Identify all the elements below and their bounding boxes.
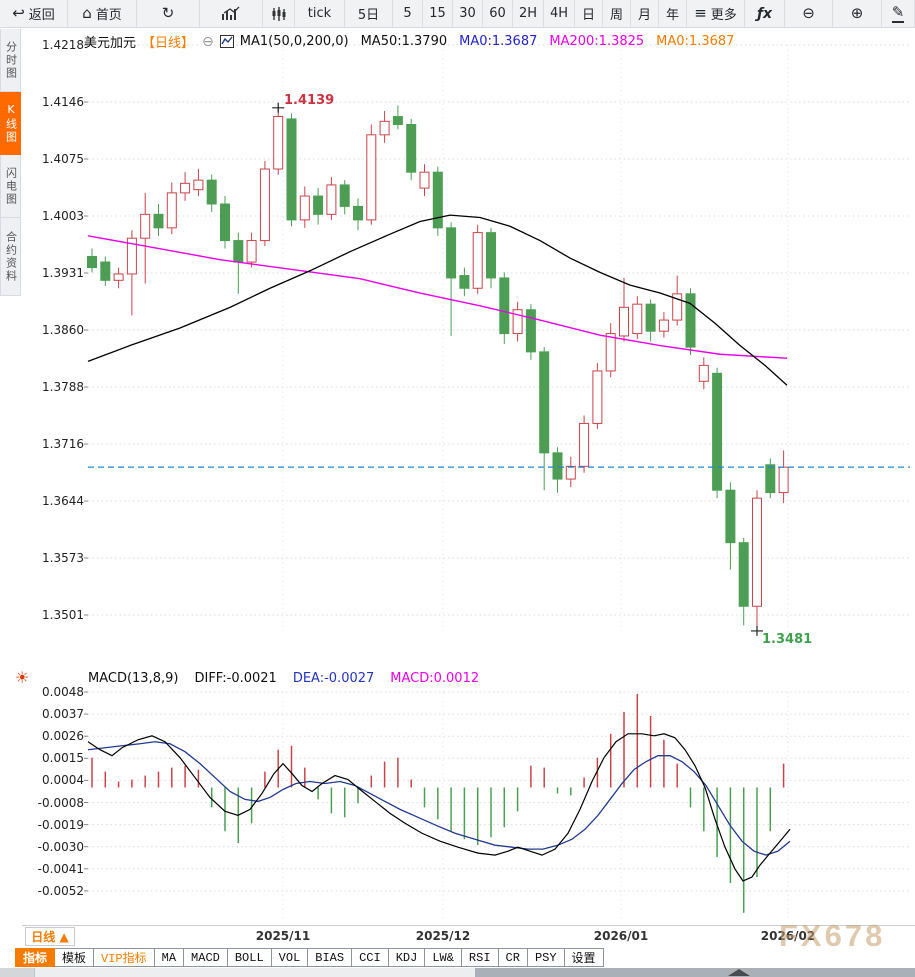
period-day-button[interactable]: 日 — [575, 0, 603, 27]
tab-indicator[interactable]: 指标 — [15, 948, 56, 967]
period-30-button[interactable]: 30 — [453, 0, 483, 27]
back-icon: ↩ — [12, 4, 25, 22]
bar-chart-button[interactable] — [200, 0, 263, 27]
collapse-icon[interactable]: ⊖ — [202, 33, 214, 50]
button-label: 年 — [665, 8, 679, 23]
button-label: 15 — [429, 6, 446, 21]
sidebar-item-lightning[interactable]: 闪电图 — [0, 155, 21, 218]
period-week-button[interactable]: 周 — [603, 0, 631, 27]
bottom-scrollbar — [0, 968, 915, 977]
zoom-out-button[interactable]: ⊖ — [785, 0, 833, 27]
line-chart-icon[interactable] — [219, 35, 234, 48]
button-label: 周 — [609, 8, 623, 23]
sidebar-item-contract-info[interactable]: 合约资料 — [0, 218, 21, 296]
button-label: 30 — [459, 6, 476, 21]
button-label: tick — [307, 6, 332, 21]
period-year-button[interactable]: 年 — [659, 0, 687, 27]
period-selector-dropdown[interactable]: 日线 ▲ — [25, 927, 75, 946]
home-button[interactable]: ⌂ 首页 — [68, 0, 137, 27]
ma200-value: MA200:1.3825 — [549, 34, 645, 49]
zoom-in-button[interactable]: ⊕ — [833, 0, 882, 27]
button-label: 月 — [637, 8, 651, 23]
high-price-annotation: 1.4139 — [284, 93, 335, 108]
macd-params: MACD(13,8,9) — [88, 671, 179, 686]
tick-button[interactable]: tick — [295, 0, 345, 27]
tab-settings[interactable]: 设置 — [564, 948, 604, 967]
draw-button[interactable]: ✎ — [882, 0, 915, 27]
button-label: 更多 — [710, 8, 737, 23]
menu-icon: ≡ — [694, 4, 707, 22]
button-label: 5 — [403, 6, 412, 21]
indicator-tabs: 指标 模板 VIP指标 MA MACD BOLL VOL BIAS CCI KDJ LW& RSI CR… — [15, 948, 604, 967]
macd-header: MACD(13,8,9) DIFF:-0.0021 DEA:-0.0027 MA… — [88, 671, 479, 686]
pen-icon: ✎ — [891, 2, 905, 23]
ma-config: MA1(50,0,200,0) — [239, 34, 349, 49]
panel-expand-arrow-icon[interactable] — [728, 969, 750, 976]
chart-header: 美元加元 【日线】 ⊖ MA1(50,0,200,0) MA50:1.3790 … — [84, 32, 735, 52]
button-label: 日 — [581, 8, 595, 23]
tab-kdj[interactable]: KDJ — [388, 948, 426, 967]
refresh-icon: ↻ — [161, 4, 175, 22]
tab-psy[interactable]: PSY — [527, 948, 565, 967]
low-price-annotation: 1.3481 — [762, 632, 813, 647]
more-button[interactable]: ≡ 更多 — [687, 0, 745, 27]
fx-button[interactable]: ƒx — [745, 0, 785, 27]
back-button[interactable]: ↩ 返回 — [0, 0, 68, 27]
ma0-blue-value: MA0:1.3687 — [459, 34, 538, 49]
button-label: 60 — [489, 6, 506, 21]
button-label: 首页 — [95, 8, 122, 23]
top-toolbar: ↩ 返回 ⌂ 首页 ↻ tick 5日 5 15 30 60 2H 4H 日周月年 ≡ 更多 ƒx ⊖ ⊕ ✎ — [0, 0, 915, 28]
candlestick-button[interactable] — [263, 0, 295, 27]
sidebar-item-kline[interactable]: K线图 — [0, 92, 21, 155]
zoom-in-icon: ⊕ — [850, 4, 864, 22]
zoom-out-icon: ⊖ — [802, 4, 815, 22]
button-label: 5日 — [357, 8, 380, 23]
macd-diff-value: DIFF:-0.0021 — [194, 671, 277, 686]
button-label: 2H — [518, 6, 538, 21]
home-icon: ⌂ — [82, 4, 92, 22]
tab-rsi[interactable]: RSI — [461, 948, 499, 967]
tab-lw[interactable]: LW& — [425, 948, 462, 967]
tab-boll[interactable]: BOLL — [227, 948, 272, 967]
tab-vip-indicator[interactable]: VIP指标 — [94, 948, 155, 967]
refresh-button[interactable]: ↻ — [137, 0, 200, 27]
period-4h-button[interactable]: 4H — [544, 0, 575, 27]
period-15-button[interactable]: 15 — [423, 0, 453, 27]
indicator-sun-icon[interactable]: ☀ — [15, 668, 30, 687]
period-2h-button[interactable]: 2H — [513, 0, 544, 27]
button-label: 返回 — [28, 8, 55, 23]
watermark: FX678 — [779, 918, 886, 953]
x-axis-strip — [22, 925, 915, 948]
macd-dea-value: DEA:-0.0027 — [292, 671, 375, 686]
symbol-name: 美元加元 — [84, 36, 137, 51]
period-5-button[interactable]: 5 — [393, 0, 423, 27]
ma50-value: MA50:1.3790 — [360, 34, 448, 49]
sidebar-item-timeshare[interactable]: 分时图 — [0, 29, 21, 92]
tab-cr[interactable]: CR — [498, 948, 528, 967]
tab-cci[interactable]: CCI — [352, 948, 389, 967]
tab-macd[interactable]: MACD — [184, 948, 228, 967]
period-5d-button[interactable]: 5日 — [345, 0, 393, 27]
macd-macd-value: MACD:0.0012 — [390, 671, 480, 686]
scrollbar-thumb[interactable] — [475, 968, 915, 977]
button-label: 4H — [549, 6, 569, 21]
tab-bias[interactable]: BIAS — [308, 948, 353, 967]
period-month-button[interactable]: 月 — [631, 0, 659, 27]
button-label: ƒx — [756, 5, 773, 22]
period-label: 【日线】 — [142, 36, 195, 51]
tab-template[interactable]: 模板 — [55, 948, 95, 967]
tab-ma[interactable]: MA — [154, 948, 185, 967]
period-60-button[interactable]: 60 — [483, 0, 513, 27]
tab-vol[interactable]: VOL — [271, 948, 309, 967]
scrollbar-corner — [0, 968, 35, 977]
chart-type-sidebar: 分时图 K线图 闪电图 合约资料 — [0, 29, 22, 296]
ma0-orange-value: MA0:1.3687 — [656, 34, 735, 49]
